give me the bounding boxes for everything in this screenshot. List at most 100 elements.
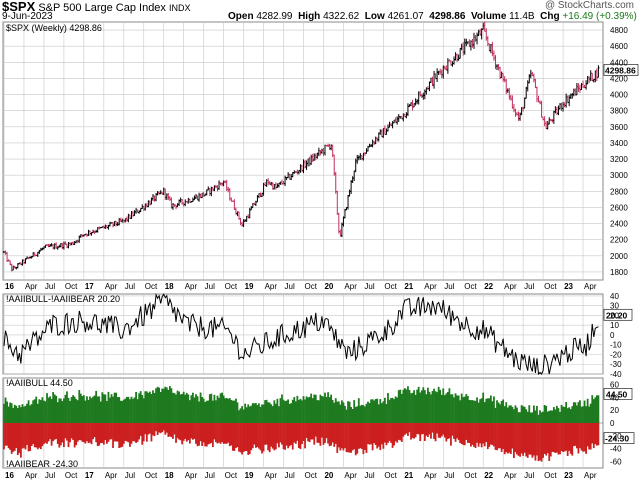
- bear-bar: [410, 423, 412, 440]
- bear-bar: [370, 423, 372, 445]
- bear-bar: [168, 423, 171, 437]
- bear-bar: [96, 423, 99, 447]
- bear-bar: [334, 423, 337, 444]
- exchange: INDX: [169, 3, 191, 13]
- bear-bar: [583, 423, 586, 452]
- y-tick-label: 20: [610, 311, 619, 320]
- bull-bar: [253, 403, 256, 423]
- bear-bar: [597, 423, 600, 446]
- bull-bar: [342, 402, 345, 423]
- bear-bar: [12, 423, 15, 452]
- bull-bar: [173, 393, 176, 423]
- bull-bar: [463, 396, 466, 423]
- bull-bar: [367, 401, 369, 423]
- bear-bar: [540, 423, 543, 462]
- bull-bar: [519, 412, 521, 423]
- bull-bar: [294, 401, 297, 423]
- bull-bar: [525, 409, 528, 423]
- y-tick-label: 20: [610, 406, 619, 415]
- bull-bar: [262, 404, 265, 423]
- bear-bar: [241, 423, 243, 455]
- bull-bar: [32, 400, 35, 423]
- bull-bar: [514, 405, 517, 423]
- bear-bar: [471, 423, 474, 445]
- bear-bar: [451, 423, 454, 436]
- bear-bar: [499, 423, 501, 449]
- bull-bar: [517, 412, 520, 423]
- bear-bar: [387, 423, 389, 443]
- bear-bar: [465, 423, 468, 440]
- bear-bar: [26, 423, 28, 445]
- bear-bar: [296, 423, 299, 441]
- bull-bar: [407, 386, 409, 423]
- bear-bar: [466, 423, 469, 443]
- bear-bar: [66, 423, 68, 441]
- bull-bar: [411, 392, 414, 423]
- bull-bar: [285, 400, 288, 423]
- bear-bar: [70, 423, 73, 439]
- bear-bar: [486, 423, 489, 450]
- bear-bar: [164, 423, 167, 435]
- bear-bar: [585, 423, 588, 454]
- bear-bar: [227, 423, 230, 443]
- bear-bar: [192, 423, 194, 440]
- bull-bar: [422, 387, 425, 423]
- bear-bar: [13, 423, 16, 451]
- bear-bar: [595, 423, 598, 446]
- bull-bar: [167, 389, 170, 423]
- bear-bar: [388, 423, 391, 441]
- y-tick-label: 4600: [610, 42, 628, 51]
- bear-bar: [523, 423, 526, 453]
- bear-bar: [262, 423, 265, 452]
- bear-bar: [325, 423, 328, 439]
- bull-bar: [281, 394, 283, 423]
- bull-bar: [95, 390, 98, 423]
- bear-bar: [193, 423, 196, 439]
- bear-bar: [479, 423, 482, 444]
- bear-bar: [9, 423, 12, 450]
- bull-bar: [552, 407, 555, 423]
- x-tick-label: 19: [245, 471, 254, 480]
- bull-bar: [69, 400, 71, 423]
- bear-bar: [21, 423, 24, 449]
- bull-bar: [583, 400, 586, 423]
- bull-bar: [211, 400, 214, 423]
- bear-bar: [3, 423, 5, 450]
- bear-bar: [414, 423, 417, 438]
- bear-bar: [396, 423, 399, 443]
- bear-bar: [282, 423, 285, 450]
- bull-bar: [141, 395, 144, 423]
- bear-bar: [291, 423, 294, 450]
- bull-bar: [482, 392, 485, 423]
- bull-bar: [110, 394, 113, 423]
- bull-bar: [325, 396, 328, 423]
- bull-bar: [43, 400, 45, 423]
- bull-bar: [305, 396, 308, 423]
- bear-bar: [182, 423, 185, 441]
- x-tick-label: Apr: [504, 471, 517, 480]
- bear-bar: [253, 423, 256, 445]
- bear-bar: [373, 423, 376, 444]
- bear-bar: [90, 423, 93, 445]
- bear-bar: [73, 423, 76, 448]
- bull-bar: [181, 393, 184, 423]
- x-tick-label: Apr: [344, 471, 357, 480]
- bull-bar: [258, 403, 260, 423]
- bull-bar: [24, 405, 27, 423]
- bull-bar: [196, 396, 199, 423]
- bear-bar: [115, 423, 118, 442]
- bull-bar: [431, 390, 434, 423]
- bull-bar: [279, 398, 282, 423]
- bull-bar: [125, 396, 128, 423]
- bear-bar: [55, 423, 58, 439]
- bull-bar: [259, 406, 262, 423]
- bear-bar: [342, 423, 345, 451]
- bear-bar: [264, 423, 267, 445]
- bear-bar: [152, 423, 154, 436]
- bear-bar: [173, 423, 176, 435]
- bull-bar: [193, 397, 196, 423]
- bull-bar: [359, 405, 362, 423]
- bull-bar: [185, 392, 188, 423]
- bear-bar: [102, 423, 105, 445]
- x-tick-label: Jul: [205, 471, 215, 480]
